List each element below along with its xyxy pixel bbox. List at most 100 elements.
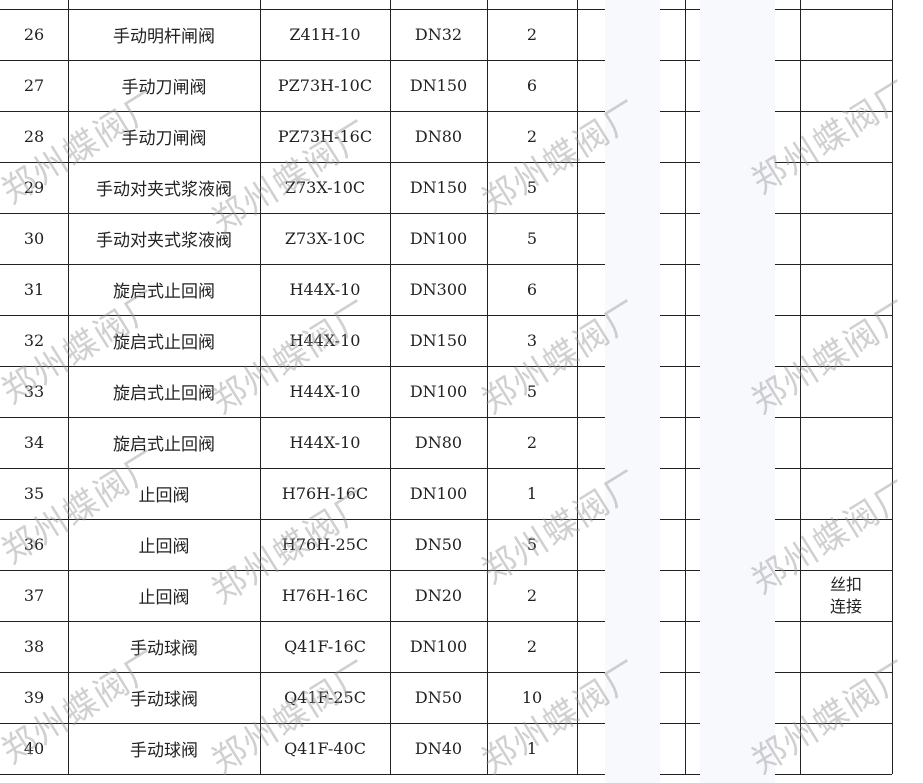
cell-note: [800, 264, 892, 315]
row-divider: [660, 774, 700, 775]
cell-note: [800, 468, 892, 519]
row-divider: [775, 468, 892, 469]
table-row: 33 旋启式止回阀 H44X-10 DN100 5: [0, 366, 900, 417]
column-divider: [68, 0, 69, 774]
row-divider: [0, 672, 605, 673]
cell-qty: 6: [526, 76, 538, 95]
column-divider: [577, 0, 578, 774]
table-row: 27 手动刀闸阀 PZ73H-10C DN150 6: [0, 60, 900, 111]
column-divider: [685, 0, 686, 774]
cell-dn: DN100: [409, 484, 468, 503]
row-divider: [775, 213, 892, 214]
cell-qty: 2: [526, 433, 538, 452]
cell-name: 手动对夹式浆液阀: [96, 180, 232, 200]
cell-qty: 5: [526, 229, 538, 248]
row-divider: [0, 519, 605, 520]
row-divider: [0, 468, 605, 469]
row-divider: [775, 570, 892, 571]
cell-no: 34: [23, 433, 45, 452]
cell-note: [800, 621, 892, 672]
table-row: 29 手动对夹式浆液阀 Z73X-10C DN150 5: [0, 162, 900, 213]
table-row: 40 手动球阀 Q41F-40C DN40 1: [0, 723, 900, 774]
cell-model: Z73X-10C: [284, 178, 366, 197]
row-divider: [775, 366, 892, 367]
row-divider: [660, 111, 700, 112]
row-divider: [660, 519, 700, 520]
cell-name: 旋启式止回阀: [113, 384, 215, 404]
row-divider: [775, 519, 892, 520]
cell-no: 28: [23, 127, 45, 146]
cell-no: 31: [23, 280, 45, 299]
table-row: 39 手动球阀 Q41F-25C DN50 10: [0, 672, 900, 723]
cell-no: 30: [23, 229, 45, 248]
cell-name: 旋启式止回阀: [113, 333, 215, 353]
cell-no: 35: [23, 484, 45, 503]
row-divider: [775, 162, 892, 163]
cell-model: H44X-10: [289, 280, 361, 299]
cell-name: 手动刀闸阀: [121, 129, 207, 149]
row-divider: [775, 60, 892, 61]
cell-model: H76H-16C: [281, 484, 369, 503]
note-text: 丝扣 连接: [829, 574, 862, 616]
cell-no: 33: [23, 382, 45, 401]
cell-name: 手动球阀: [130, 639, 198, 659]
cell-name: 旋启式止回阀: [113, 282, 215, 302]
cell-name: 止回阀: [138, 486, 190, 506]
column-divider: [390, 0, 391, 774]
cell-qty: 6: [526, 280, 538, 299]
table-row: 34 旋启式止回阀 H44X-10 DN80 2: [0, 417, 900, 468]
cell-dn: DN32: [414, 25, 463, 44]
cell-note: [800, 672, 892, 723]
row-divider: [660, 621, 700, 622]
cell-name: 手动明杆闸阀: [113, 27, 215, 47]
cell-model: PZ73H-10C: [277, 76, 373, 95]
cell-dn: DN80: [414, 127, 463, 146]
cell-no: 40: [23, 739, 45, 758]
cell-dn: DN100: [409, 382, 468, 401]
row-divider: [660, 723, 700, 724]
cell-model: H44X-10: [289, 331, 361, 350]
row-divider: [660, 315, 700, 316]
cell-no: 26: [23, 25, 45, 44]
row-divider: [0, 315, 605, 316]
cell-dn: DN40: [414, 739, 463, 758]
cell-qty: 5: [526, 535, 538, 554]
cell-model: H76H-25C: [281, 535, 369, 554]
row-divider: [660, 264, 700, 265]
row-divider: [0, 213, 605, 214]
cell-model: H44X-10: [289, 382, 361, 401]
table-row: 31 旋启式止回阀 H44X-10 DN300 6: [0, 264, 900, 315]
column-divider: [800, 0, 801, 774]
row-divider: [0, 162, 605, 163]
row-divider: [0, 621, 605, 622]
cell-qty: 2: [526, 127, 538, 146]
cell-qty: 2: [526, 586, 538, 605]
cell-dn: DN150: [409, 76, 468, 95]
row-divider: [775, 723, 892, 724]
row-divider: [775, 111, 892, 112]
cell-model: Z73X-10C: [284, 229, 366, 248]
row-divider: [775, 774, 892, 775]
row-divider: [0, 9, 605, 10]
whiteout-band: [700, 0, 775, 783]
table-row: 26 手动明杆闸阀 Z41H-10 DN32 2: [0, 9, 900, 60]
row-divider: [0, 366, 605, 367]
row-divider: [660, 672, 700, 673]
cell-name: 手动球阀: [130, 741, 198, 761]
row-divider: [660, 213, 700, 214]
cell-note: [800, 162, 892, 213]
cell-qty: 1: [526, 739, 538, 758]
table-row: 37 止回阀 H76H-16C DN20 2 丝扣 连接: [0, 570, 900, 621]
cell-note: [800, 9, 892, 60]
table-row: 30 手动对夹式浆液阀 Z73X-10C DN100 5: [0, 213, 900, 264]
cell-qty: 3: [526, 331, 538, 350]
cell-no: 32: [23, 331, 45, 350]
cell-model: Z41H-10: [289, 25, 361, 44]
row-divider: [660, 366, 700, 367]
cell-model: H76H-16C: [281, 586, 369, 605]
table-row: 28 手动刀闸阀 PZ73H-16C DN80 2: [0, 111, 900, 162]
row-divider: [660, 468, 700, 469]
row-divider: [0, 111, 605, 112]
cell-dn: DN20: [414, 586, 463, 605]
cell-no: 37: [23, 586, 45, 605]
